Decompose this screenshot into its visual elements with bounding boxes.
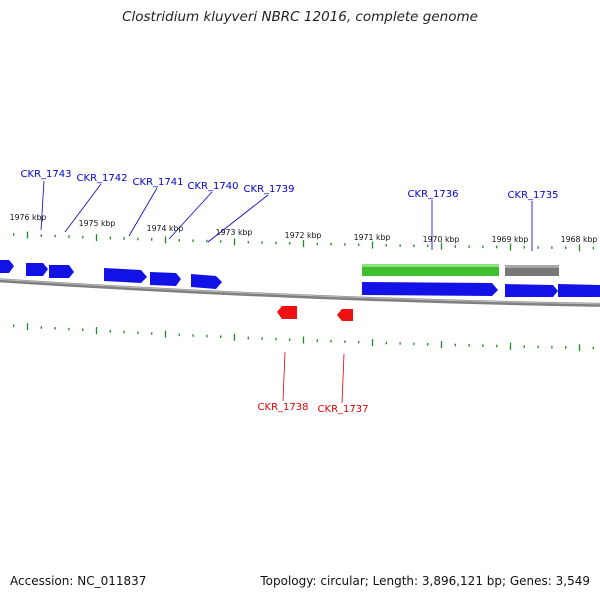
forward-gene-1[interactable] bbox=[0, 260, 14, 273]
reverse-gene-1[interactable] bbox=[277, 306, 297, 319]
forward-gene-9[interactable] bbox=[558, 284, 600, 297]
upper-scale-ticks bbox=[13, 231, 594, 252]
genome-title: Clostridium kluyveri NBRC 12016, complet… bbox=[122, 9, 478, 25]
gene-leader-lines bbox=[40, 180, 533, 404]
scale-label-1976: 1976 kbp bbox=[10, 213, 47, 222]
forward-gene-3[interactable] bbox=[49, 265, 74, 278]
gene-label-ckr-1740[interactable]: CKR_1740 bbox=[188, 181, 239, 192]
genome-summary-text: Topology: circular; Length: 3,896,121 bp… bbox=[260, 574, 590, 588]
gene-label-ckr-1743[interactable]: CKR_1743 bbox=[21, 169, 72, 180]
scale-label-1971: 1971 kbp bbox=[354, 233, 391, 242]
gene-label-ckr-1742[interactable]: CKR_1742 bbox=[77, 173, 128, 184]
scale-label-1975: 1975 kbp bbox=[79, 219, 116, 228]
scale-label-1969: 1969 kbp bbox=[492, 235, 529, 244]
forward-gene-2[interactable] bbox=[26, 263, 48, 276]
rna-feature[interactable] bbox=[362, 264, 499, 276]
gene-label-ckr-1741[interactable]: CKR_1741 bbox=[133, 177, 184, 188]
accession-text: Accession: NC_011837 bbox=[10, 574, 147, 588]
forward-gene-4[interactable] bbox=[104, 268, 147, 283]
gene-label-ckr-1738[interactable]: CKR_1738 bbox=[258, 402, 309, 413]
scale-label-1968: 1968 kbp bbox=[561, 235, 598, 244]
gene-label-ckr-1737[interactable]: CKR_1737 bbox=[318, 404, 369, 415]
forward-gene-7[interactable] bbox=[362, 282, 498, 296]
gene-label-ckr-1739[interactable]: CKR_1739 bbox=[244, 184, 295, 195]
forward-gene-6[interactable] bbox=[191, 274, 222, 289]
lower-scale-ticks bbox=[13, 323, 594, 352]
genome-backbone bbox=[0, 278, 600, 307]
other-feature[interactable] bbox=[505, 265, 559, 276]
gene-label-ckr-1736[interactable]: CKR_1736 bbox=[408, 189, 459, 200]
scale-label-1973: 1973 kbp bbox=[216, 228, 253, 237]
forward-gene-8[interactable] bbox=[505, 284, 558, 297]
scale-label-1974: 1974 kbp bbox=[147, 224, 184, 233]
scale-label-1970: 1970 kbp bbox=[423, 235, 460, 244]
reverse-gene-2[interactable] bbox=[337, 309, 353, 321]
forward-gene-5[interactable] bbox=[150, 272, 181, 286]
gene-label-ckr-1735[interactable]: CKR_1735 bbox=[508, 190, 559, 201]
genome-backbone-highlight bbox=[0, 278, 600, 305]
scale-label-1972: 1972 kbp bbox=[285, 231, 322, 240]
